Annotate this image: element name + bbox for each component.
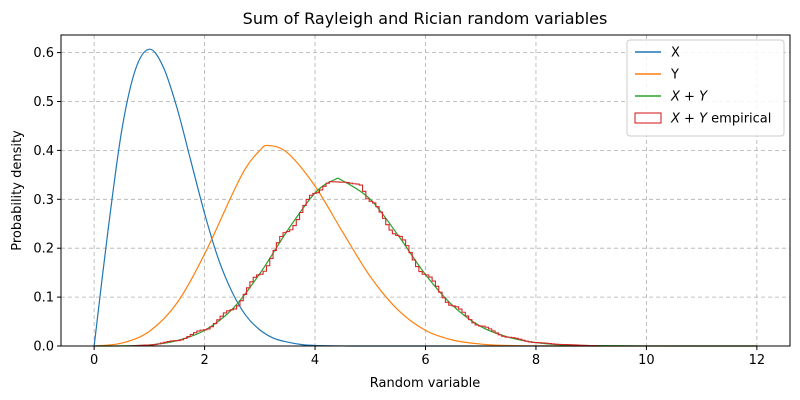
legend-entry-label: X + Y <box>670 90 708 105</box>
legend-box <box>626 39 785 137</box>
legend-swatch <box>634 112 662 124</box>
y-tick-label: 0.2 <box>33 242 54 257</box>
y-tick-label: 0.1 <box>33 291 54 306</box>
x-tick-label: 2 <box>200 353 208 368</box>
y-tick-label: 0.4 <box>33 144 54 159</box>
y-tick-label: 0.6 <box>33 46 54 61</box>
x-tick-label: 6 <box>421 353 429 368</box>
legend-entry-label: Y <box>670 68 679 83</box>
x-tick-label: 8 <box>532 353 540 368</box>
legend: XY X + Y X + Y empirical <box>626 39 785 137</box>
x-axis-label: Random variable <box>370 376 480 391</box>
x-tick-label: 4 <box>311 353 319 368</box>
y-tick-label: 0.0 <box>33 340 54 355</box>
legend-entry-label: X <box>671 46 680 61</box>
y-axis-label: Probability density <box>10 130 25 251</box>
y-tick-label: 0.5 <box>33 95 54 110</box>
series-empirical-histogram <box>126 181 603 347</box>
legend-entry-label: X + Y empirical <box>670 112 771 127</box>
y-tick-label: 0.3 <box>33 193 54 208</box>
x-tick-label: 10 <box>638 353 655 368</box>
y-axis-ticks: 0.0 0.1 0.2 0.3 0.4 0.5 0.6 <box>33 46 61 355</box>
x-tick-label: 12 <box>749 353 766 368</box>
x-axis-ticks: 0 2 4 6 8 10 12 <box>90 346 765 368</box>
chart-title: Sum of Rayleigh and Rician random variab… <box>243 9 608 28</box>
x-tick-label: 0 <box>90 353 98 368</box>
